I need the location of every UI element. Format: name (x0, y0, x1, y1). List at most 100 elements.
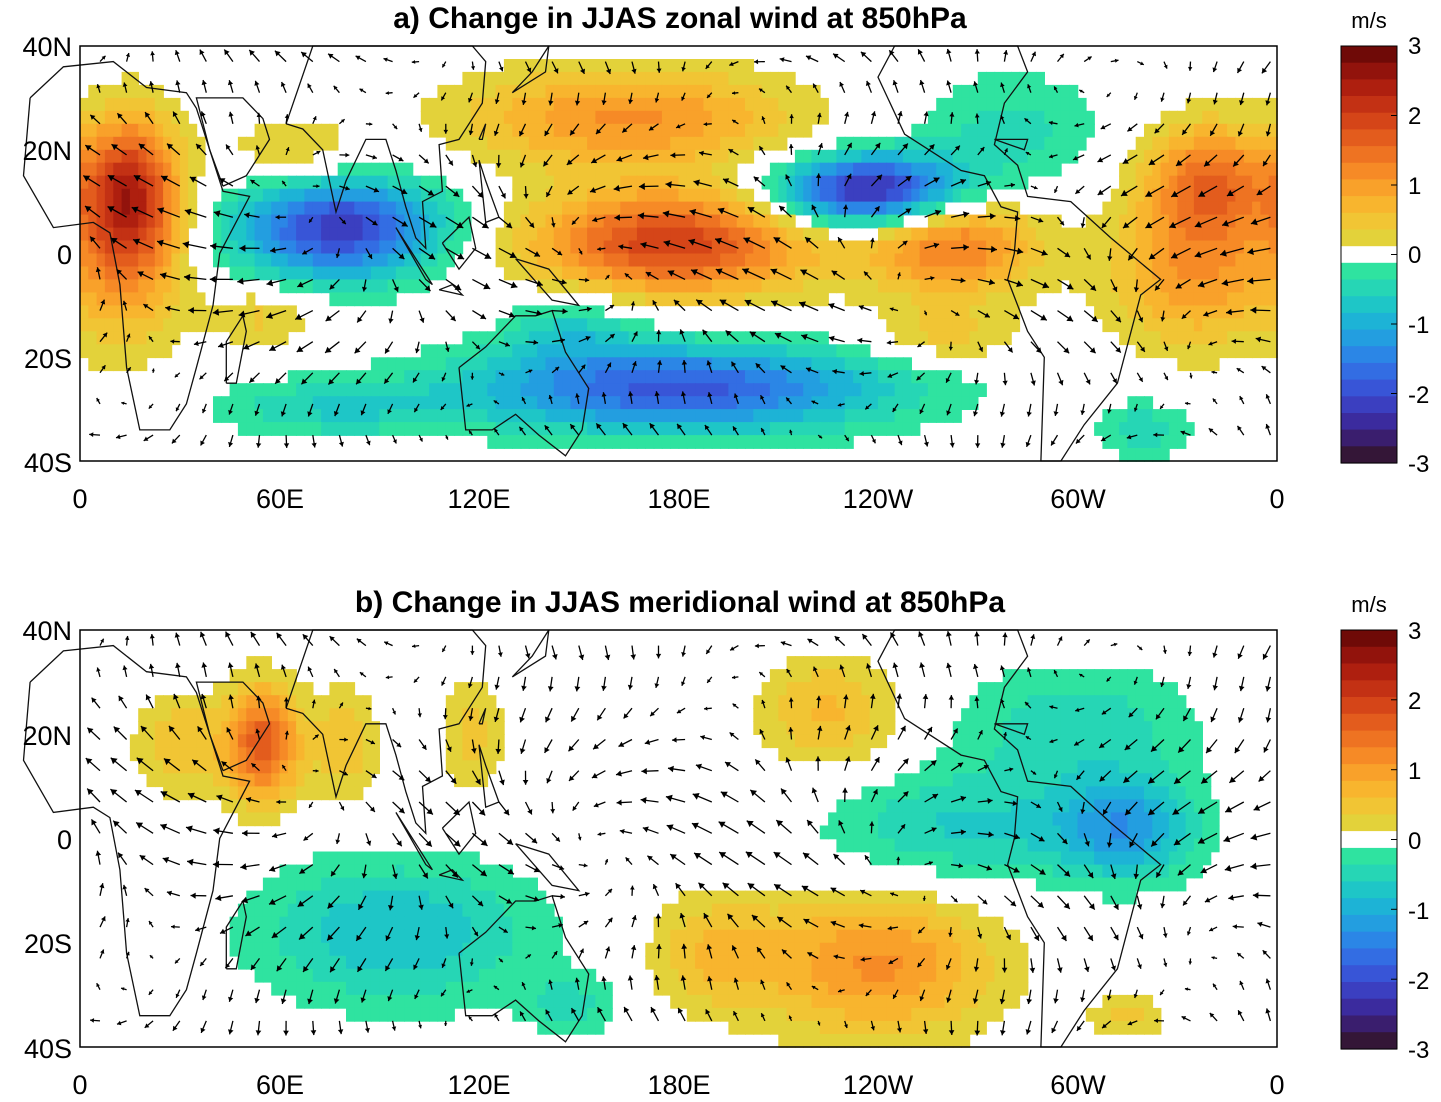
wind-arrow (811, 204, 819, 218)
field-cell (1160, 708, 1170, 722)
field-cell (778, 695, 788, 709)
field-cell (537, 929, 547, 944)
field-cell (121, 318, 131, 333)
field-cell (753, 890, 763, 905)
field-cell (894, 305, 904, 320)
field-cell (902, 825, 912, 840)
field-cell (229, 747, 239, 762)
wind-arrow (870, 142, 881, 156)
field-cell (844, 747, 854, 762)
field-cell (503, 357, 513, 372)
field-cell (329, 747, 339, 762)
field-cell (196, 136, 206, 151)
wind-arrow (1219, 247, 1244, 257)
field-cell (1019, 851, 1029, 866)
field-cell (479, 929, 489, 944)
field-cell (146, 721, 156, 735)
field-cell (1069, 149, 1079, 164)
field-cell (553, 97, 563, 112)
field-cell (537, 59, 547, 73)
field-cell (1160, 812, 1170, 827)
wind-arrow (1255, 336, 1271, 343)
field-cell (620, 396, 630, 410)
field-cell (254, 305, 264, 320)
field-cell (1252, 110, 1262, 125)
field-cell (636, 97, 646, 112)
field-cell (927, 292, 937, 307)
field-cell (587, 201, 597, 216)
field-cell (578, 240, 588, 255)
field-cell (1085, 292, 1095, 307)
field-cell (96, 123, 106, 138)
field-cell (736, 890, 746, 905)
field-cell (1019, 84, 1029, 99)
field-cell (794, 175, 804, 190)
wind-arrow (631, 61, 637, 74)
field-cell (695, 344, 705, 359)
wind-arrow (524, 61, 532, 73)
field-cell (96, 292, 106, 307)
field-cell (902, 409, 912, 423)
field-cell (1177, 253, 1187, 268)
field-cell (379, 162, 389, 177)
field-cell (287, 669, 297, 683)
wind-arrow (725, 330, 739, 343)
field-cell (545, 71, 555, 86)
field-cell (196, 292, 206, 307)
wind-arrow (212, 308, 233, 316)
wind-arrow (949, 435, 955, 448)
field-cell (919, 227, 929, 242)
field-cell (695, 136, 705, 151)
field-cell (1077, 240, 1087, 255)
field-cell (146, 201, 156, 216)
field-cell (753, 903, 763, 918)
field-cell (138, 175, 148, 190)
field-cell (969, 721, 979, 735)
field-cell (462, 903, 472, 918)
field-cell (163, 123, 173, 138)
field-cell (927, 916, 937, 931)
field-cell (221, 253, 231, 268)
field-cell (1177, 201, 1187, 216)
field-cell (952, 721, 962, 735)
wind-arrow (605, 304, 615, 312)
wind-arrow (200, 111, 207, 125)
field-cell (1127, 695, 1137, 709)
field-cell (1144, 799, 1154, 814)
field-cell (745, 331, 755, 346)
field-cell (570, 331, 580, 346)
field-cell (1193, 266, 1203, 281)
field-cell (977, 175, 987, 190)
field-cell (927, 175, 937, 190)
field-cell (1085, 669, 1095, 683)
field-cell (786, 708, 796, 722)
field-cell (437, 383, 447, 397)
field-cell (961, 305, 971, 320)
field-cell (113, 110, 123, 125)
field-cell (819, 734, 829, 749)
field-cell (1260, 162, 1270, 177)
wind-arrow (919, 403, 926, 415)
field-cell (1160, 292, 1170, 307)
field-cell (1110, 422, 1120, 436)
wind-arrow (1236, 61, 1245, 74)
field-cell (113, 175, 123, 190)
field-cell (420, 110, 430, 125)
field-cell (88, 240, 98, 255)
field-cell (778, 708, 788, 722)
field-cell (986, 916, 996, 931)
field-cell (587, 136, 597, 151)
field-cell (745, 409, 755, 423)
field-cell (329, 240, 339, 255)
field-cell (911, 162, 921, 177)
field-cell (113, 227, 123, 242)
field-cell (786, 214, 796, 229)
wind-arrow (1239, 395, 1245, 405)
wind-arrow (571, 216, 580, 226)
field-cell (262, 669, 272, 683)
field-cell (794, 162, 804, 177)
field-cell (869, 162, 879, 177)
field-cell (778, 266, 788, 281)
wind-arrow (95, 267, 101, 280)
field-cell (1077, 279, 1087, 294)
